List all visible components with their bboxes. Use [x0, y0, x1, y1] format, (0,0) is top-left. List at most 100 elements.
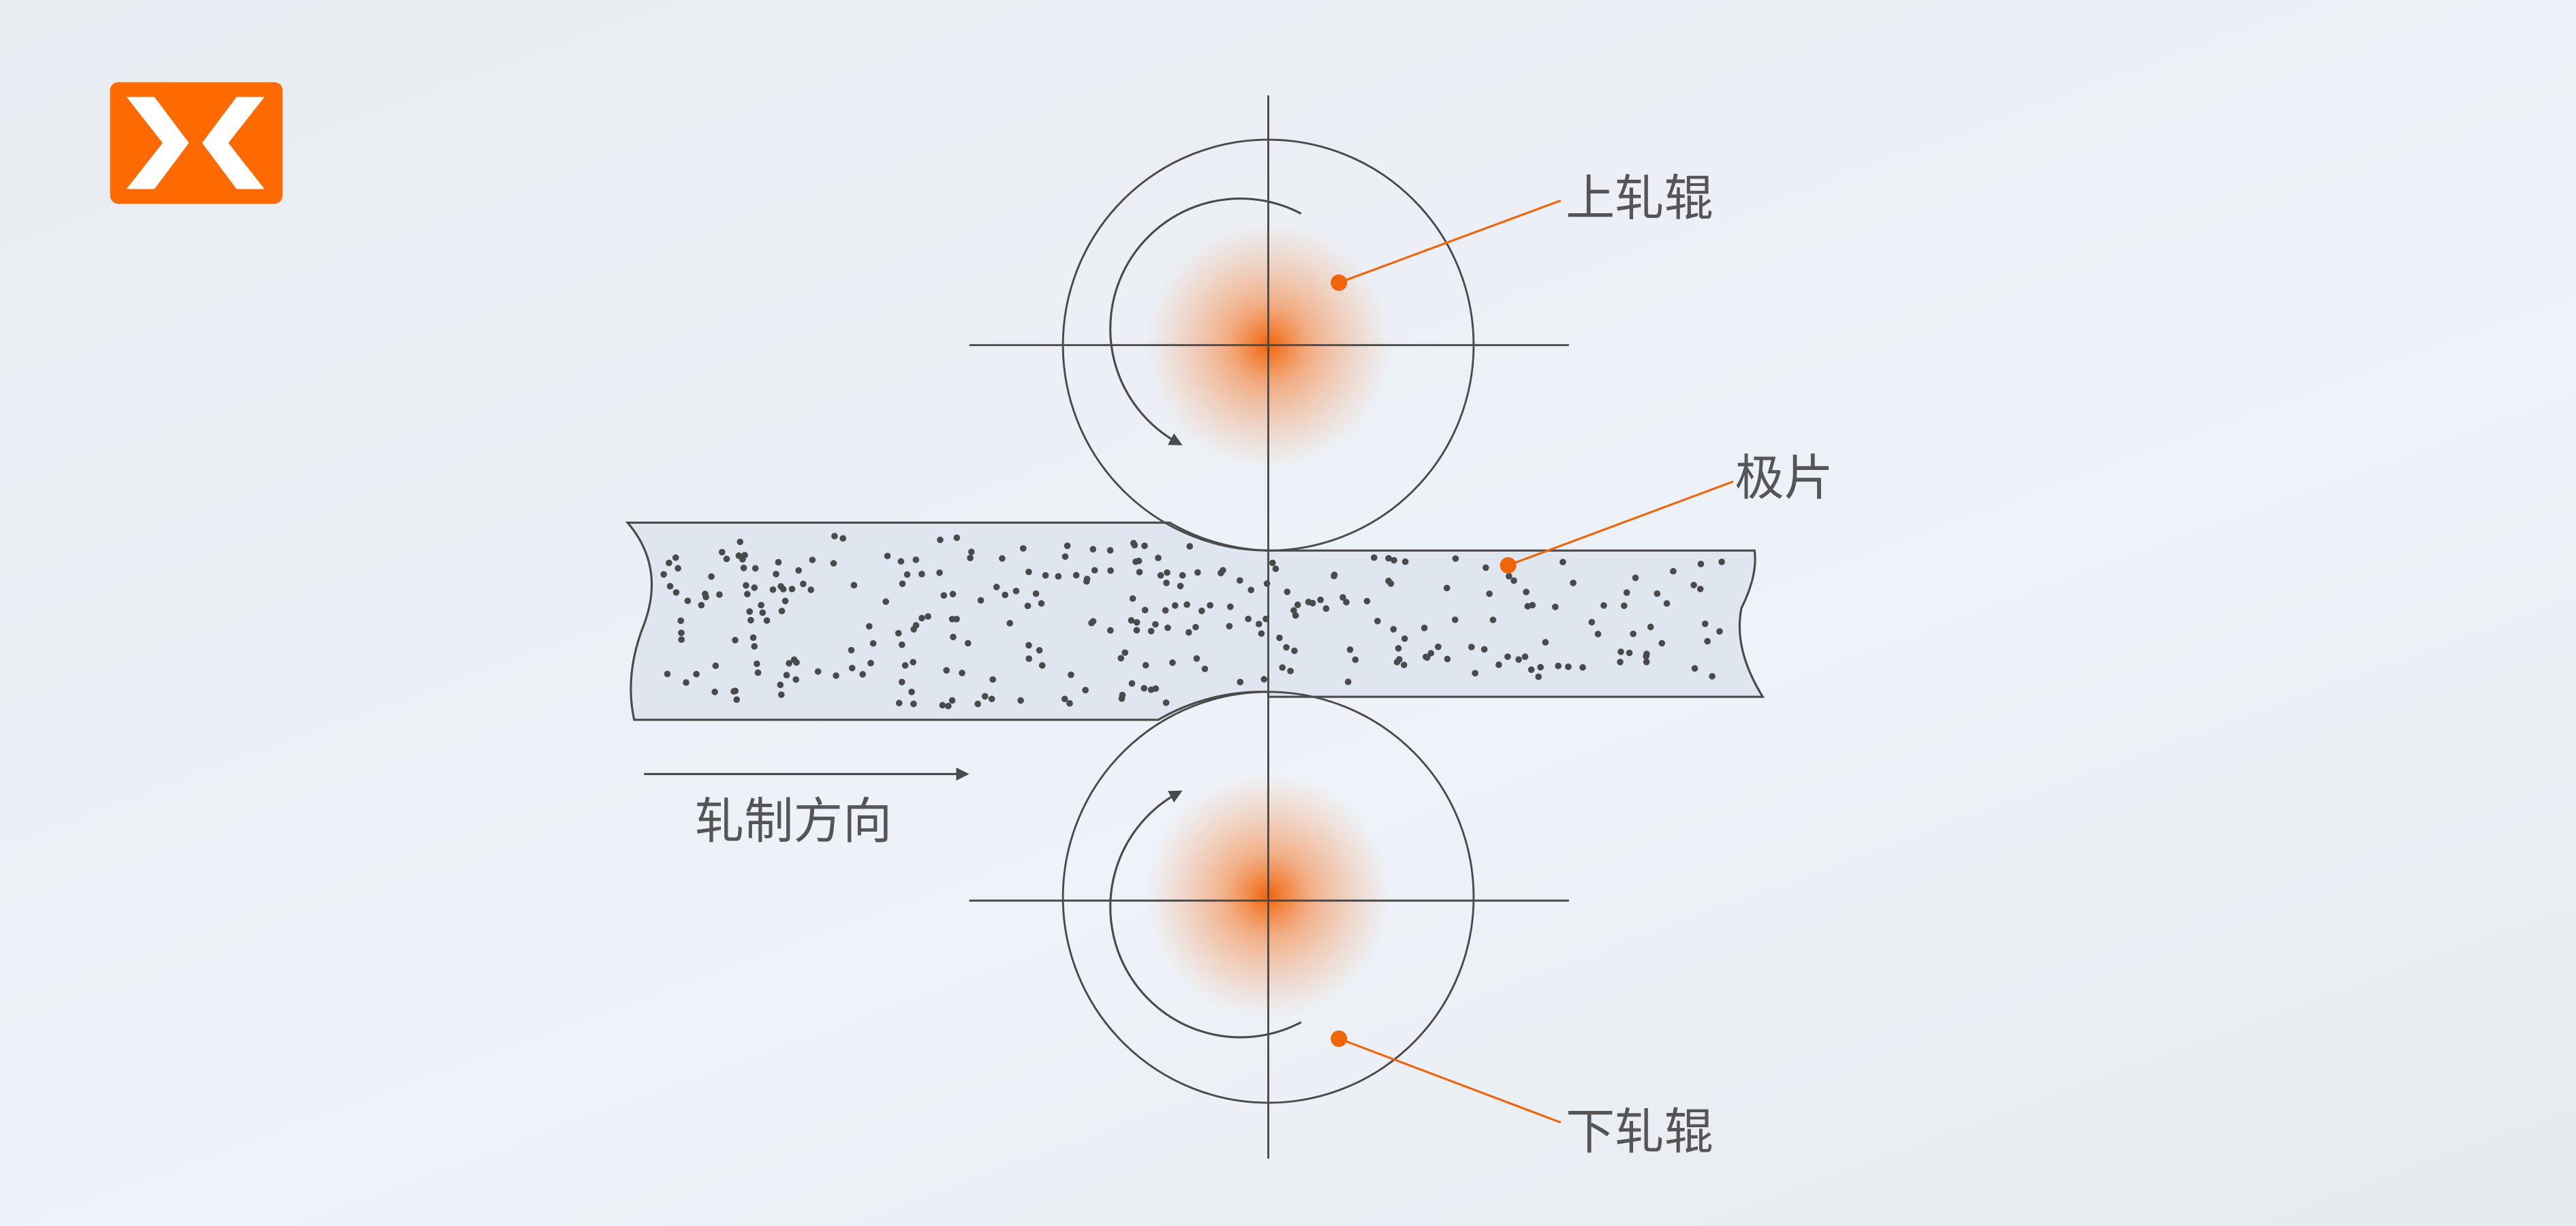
particle-dot	[702, 591, 709, 597]
particle-dot	[1025, 655, 1033, 662]
particle-dot	[1220, 567, 1226, 574]
particle-dot	[945, 702, 952, 710]
particle-dot	[759, 609, 766, 616]
particle-dot	[1258, 630, 1265, 637]
particle-dot	[1343, 599, 1350, 606]
particle-dot	[830, 560, 837, 567]
particle-dot	[1363, 597, 1371, 605]
particle-dot	[1559, 559, 1566, 566]
particle-dot	[1163, 580, 1170, 586]
particle-dot	[1066, 700, 1073, 707]
particle-dot	[1292, 612, 1299, 619]
particle-dot	[1555, 662, 1562, 670]
particle-dot	[814, 668, 822, 675]
particle-dot	[1400, 661, 1408, 669]
leader-line	[1338, 199, 1562, 284]
particle-dot	[1623, 589, 1630, 596]
particle-dot	[1506, 573, 1512, 580]
particle-dot	[1435, 643, 1442, 650]
particle-dot	[1697, 561, 1705, 567]
particle-dot	[1106, 547, 1114, 554]
particle-dot	[1284, 588, 1291, 595]
particle-dot	[1192, 623, 1199, 631]
particle-dot	[786, 660, 792, 667]
particle-dot	[769, 586, 777, 593]
particle-dot	[1658, 640, 1666, 647]
particle-dot	[918, 570, 925, 578]
particle-dot	[1025, 642, 1032, 649]
particle-dot	[1570, 580, 1577, 586]
particle-dot	[1283, 644, 1290, 651]
particle-dot	[1082, 687, 1089, 693]
particle-dot	[1061, 695, 1068, 703]
particle-dot	[918, 614, 925, 622]
lower-roll-label: 下轧辊	[1566, 1104, 1713, 1161]
particle-dot	[1552, 603, 1559, 610]
particle-dot	[1036, 646, 1043, 654]
particle-dot	[1291, 647, 1298, 655]
particle-dot	[1390, 626, 1397, 633]
particle-dot	[751, 643, 758, 650]
particle-dot	[939, 702, 946, 709]
particle-dot	[723, 555, 730, 563]
particle-dot	[1276, 634, 1283, 642]
particle-dot	[1129, 595, 1136, 602]
particle-dot	[781, 597, 789, 605]
particle-dot	[925, 613, 931, 620]
particle-dot	[1647, 623, 1654, 631]
particle-dot	[740, 565, 747, 571]
particle-dot	[1237, 577, 1243, 584]
upper-roll-label: 上轧辊	[1566, 170, 1713, 227]
particle-dot	[672, 589, 680, 596]
particle-dot	[968, 548, 975, 556]
particle-dot	[1038, 600, 1045, 607]
particle-dot	[1626, 649, 1633, 657]
particle-dot	[839, 535, 847, 542]
particle-dot	[899, 678, 905, 686]
particle-dot	[989, 676, 997, 683]
particle-dot	[1042, 571, 1049, 579]
particle-dot	[1152, 620, 1159, 628]
particle-dot	[1128, 680, 1136, 687]
particle-dot	[1427, 650, 1435, 657]
particle-dot	[974, 700, 982, 708]
particle-dot	[937, 536, 944, 544]
particle-dot	[1401, 558, 1409, 565]
particle-dot	[833, 672, 839, 679]
particle-dot	[1588, 618, 1596, 626]
particle-dot	[754, 660, 760, 667]
particle-dot	[948, 697, 956, 704]
particle-dot	[1269, 559, 1276, 567]
particle-dot	[1068, 671, 1074, 678]
particle-dot	[867, 659, 874, 667]
particle-dot	[1716, 628, 1723, 635]
logo	[110, 82, 283, 204]
particle-dot	[1401, 635, 1408, 642]
particle-dot	[1600, 602, 1607, 609]
particle-dot	[1142, 661, 1149, 669]
rotation-arrow-icon	[1109, 197, 1302, 445]
particle-dot	[712, 662, 719, 670]
particle-dot	[1133, 627, 1140, 634]
particle-dot	[1322, 605, 1330, 612]
particle-dot	[1537, 663, 1544, 671]
particle-dot	[1017, 697, 1024, 704]
particle-dot	[698, 601, 705, 609]
particle-dot	[1643, 653, 1649, 660]
particle-dot	[848, 665, 856, 672]
particle-dot	[1374, 617, 1381, 625]
particle-dot	[732, 636, 739, 644]
particle-dot	[982, 693, 989, 700]
particle-dot	[743, 582, 749, 589]
particle-dot	[859, 671, 867, 678]
particle-dot	[684, 597, 692, 604]
particle-dot	[882, 598, 890, 606]
particle-dot	[1643, 659, 1650, 665]
particle-dot	[1183, 601, 1191, 608]
particle-dot	[674, 565, 681, 572]
particle-dot	[751, 565, 759, 572]
particle-dot	[1117, 655, 1125, 662]
particle-dot	[746, 608, 754, 615]
particle-dot	[1691, 665, 1698, 672]
